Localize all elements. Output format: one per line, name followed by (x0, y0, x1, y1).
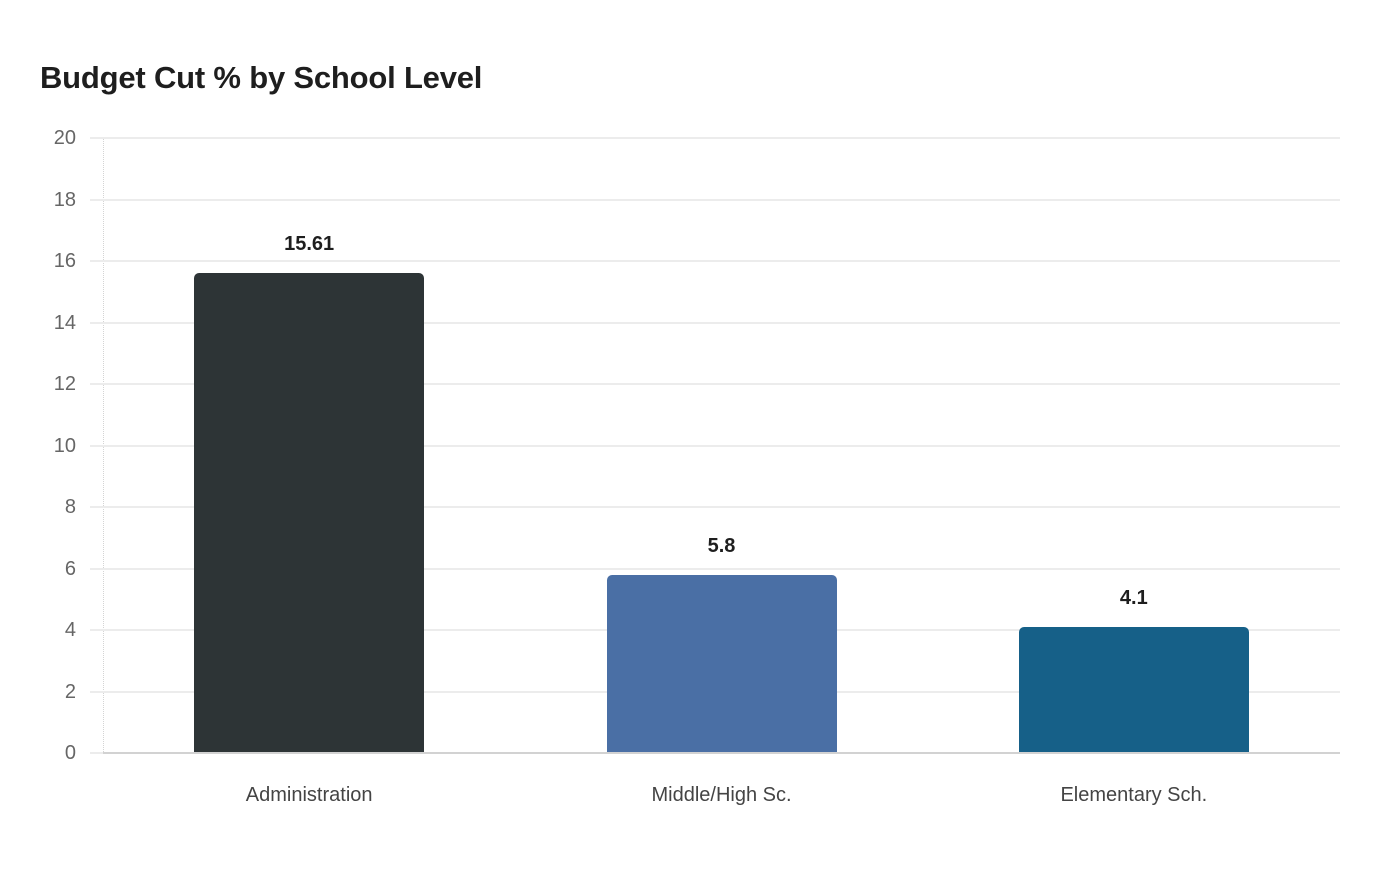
chart-title: Budget Cut % by School Level (40, 60, 483, 95)
y-tick-label: 4 (64, 619, 76, 641)
bar-middle-high-sc[interactable] (606, 574, 837, 753)
y-tick-mark (90, 752, 104, 754)
y-tick-label: 16 (53, 250, 76, 272)
bar-administration[interactable] (194, 272, 425, 753)
y-tick-label: 20 (53, 127, 76, 149)
gridline (90, 137, 1340, 139)
gridline (90, 260, 1340, 262)
x-axis-baseline (103, 752, 1340, 754)
y-tick-label: 12 (53, 373, 76, 395)
gridline (90, 383, 1340, 385)
x-tick-label: Administration (245, 784, 373, 806)
gridline (90, 321, 1340, 324)
y-tick-label: 8 (64, 496, 76, 518)
y-tick-label: 6 (64, 557, 76, 580)
gridline (90, 198, 1340, 201)
y-tick-label: 14 (53, 311, 76, 334)
gridline (90, 444, 1340, 447)
bar-value-label: 5.8 (707, 534, 736, 557)
bar-value-label: 15.61 (284, 232, 335, 255)
bar-value-label: 4.1 (1119, 586, 1148, 609)
gridline (90, 567, 1340, 570)
y-tick-label: 2 (64, 680, 76, 703)
x-tick-label: Elementary Sch. (1060, 784, 1208, 806)
y-tick-label: 10 (53, 434, 76, 457)
x-tick-label: Middle/High Sc. (651, 784, 792, 806)
bar-elementary-sch[interactable] (1018, 626, 1249, 753)
y-tick-label: 0 (64, 742, 76, 764)
gridline (90, 506, 1340, 508)
y-tick-label: 18 (53, 188, 76, 211)
